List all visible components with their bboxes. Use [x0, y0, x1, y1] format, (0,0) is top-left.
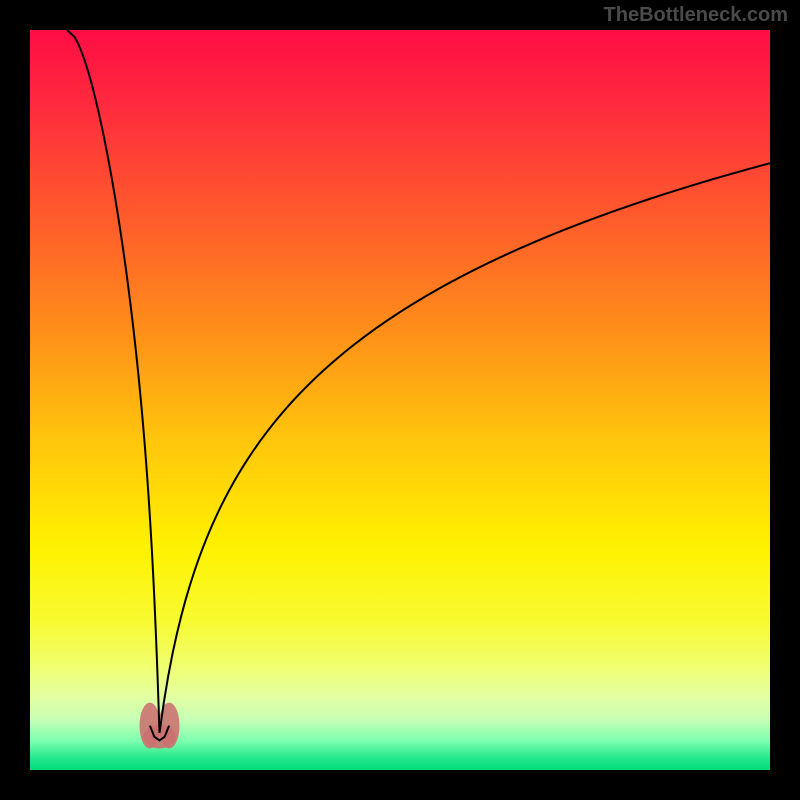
chart-frame: TheBottleneck.com [0, 0, 800, 800]
bottleneck-chart [0, 0, 800, 800]
watermark-text: TheBottleneck.com [604, 4, 788, 27]
